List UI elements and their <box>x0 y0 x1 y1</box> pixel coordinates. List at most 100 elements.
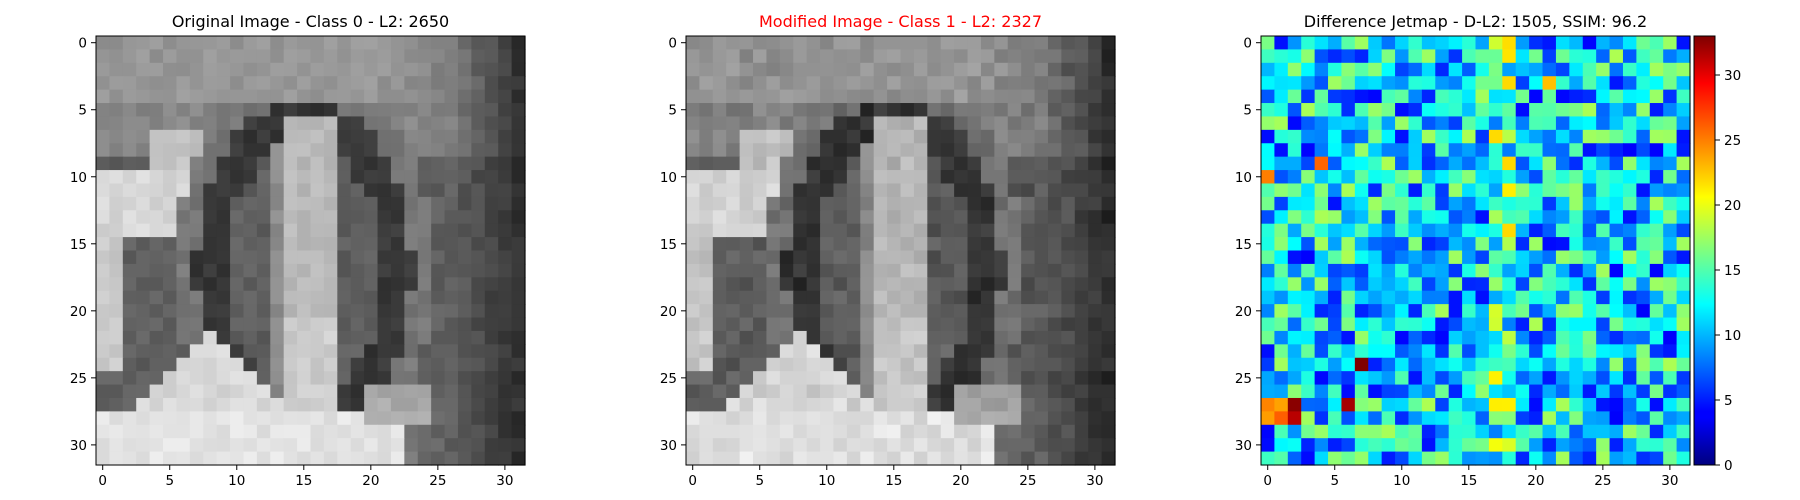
pixel-cell <box>1488 317 1503 332</box>
pixel-cell <box>1596 183 1611 198</box>
pixel-cell <box>377 129 392 144</box>
pixel-cell <box>994 170 1009 185</box>
pixel-cell <box>203 263 218 278</box>
pixel-cell <box>417 170 432 185</box>
pixel-cell <box>1636 103 1651 118</box>
pixel-cell <box>1582 411 1597 426</box>
pixel-cell <box>1421 116 1436 131</box>
pixel-cell <box>230 277 245 292</box>
pixel-cell <box>1663 250 1678 265</box>
pixel-cell <box>337 277 352 292</box>
pixel-cell <box>1596 330 1611 345</box>
pixel-cell <box>980 116 995 131</box>
pixel-cell <box>1569 397 1584 412</box>
pixel-cell <box>900 451 915 466</box>
pixel-cell <box>1074 344 1089 359</box>
pixel-cell <box>1421 103 1436 118</box>
pixel-cell <box>806 357 821 372</box>
pixel-cell <box>1448 196 1463 211</box>
pixel-cell <box>1074 263 1089 278</box>
pixel-cell <box>1596 250 1611 265</box>
pixel-cell <box>1421 183 1436 198</box>
pixel-cell <box>1582 304 1597 319</box>
pixel-cell <box>1034 210 1049 225</box>
pixel-cell <box>1101 89 1116 104</box>
pixel-cell <box>1421 451 1436 466</box>
pixel-cell <box>873 397 888 412</box>
pixel-cell <box>1381 223 1396 238</box>
pixel-cell <box>940 143 955 158</box>
pixel-cell <box>1502 143 1517 158</box>
pixel-cell <box>1555 62 1570 77</box>
pixel-cell <box>471 49 486 64</box>
pixel-cell <box>310 397 325 412</box>
pixel-cell <box>149 143 164 158</box>
pixel-cell <box>1021 397 1036 412</box>
pixel-cell <box>1354 424 1369 439</box>
pixel-cell <box>444 451 459 466</box>
pixel-cell <box>136 344 151 359</box>
pixel-cell <box>96 438 111 453</box>
pixel-cell <box>1314 89 1329 104</box>
pixel-cell <box>431 357 446 372</box>
pixel-cell <box>1287 49 1302 64</box>
pixel-cell <box>1569 116 1584 131</box>
pixel-cell <box>1007 317 1022 332</box>
pixel-cell <box>256 36 271 51</box>
pixel-cell <box>417 438 432 453</box>
pixel-cell <box>1502 170 1517 185</box>
pixel-cell <box>1088 371 1103 386</box>
pixel-cell <box>913 183 928 198</box>
pixel-cell <box>980 223 995 238</box>
pixel-cell <box>122 170 137 185</box>
pixel-cell <box>122 304 137 319</box>
pixel-cell <box>310 384 325 399</box>
pixel-cell <box>1475 116 1490 131</box>
pixel-cell <box>1502 263 1517 278</box>
pixel-cell <box>1515 62 1530 77</box>
pixel-cell <box>820 263 835 278</box>
pixel-cell <box>96 290 111 305</box>
pixel-cell <box>270 290 285 305</box>
pixel-cell <box>1488 411 1503 426</box>
pixel-cell <box>980 357 995 372</box>
pixel-cell <box>1448 330 1463 345</box>
pixel-cell <box>1101 411 1116 426</box>
pixel-cell <box>887 357 902 372</box>
pixel-cell <box>1609 357 1624 372</box>
pixel-cell <box>1301 143 1316 158</box>
pixel-cell <box>498 129 513 144</box>
pixel-cell <box>1341 170 1356 185</box>
pixel-cell <box>1515 223 1530 238</box>
pixel-cell <box>846 36 861 51</box>
pixel-cell <box>444 196 459 211</box>
pixel-cell <box>1488 143 1503 158</box>
pixel-cell <box>1649 277 1664 292</box>
pixel-cell <box>1047 357 1062 372</box>
pixel-cell <box>873 196 888 211</box>
pixel-cell <box>1395 411 1410 426</box>
pixel-cell <box>1047 438 1062 453</box>
pixel-cell <box>913 411 928 426</box>
pixel-cell <box>1676 424 1691 439</box>
pixel-cell <box>1328 183 1343 198</box>
pixel-cell <box>471 263 486 278</box>
pixel-cell <box>1301 250 1316 265</box>
pixel-cell <box>457 344 472 359</box>
pixel-cell <box>511 424 526 439</box>
pixel-cell <box>1555 357 1570 372</box>
pixel-cell <box>377 89 392 104</box>
pixel-cell <box>297 129 312 144</box>
pixel-cell <box>1007 451 1022 466</box>
pixel-cell <box>270 250 285 265</box>
pixel-cell <box>1408 103 1423 118</box>
pixel-cell <box>1676 156 1691 171</box>
pixel-cell <box>753 62 768 77</box>
pixel-cell <box>297 170 312 185</box>
pixel-cell <box>1609 317 1624 332</box>
pixel-cell <box>498 371 513 386</box>
pixel-cell <box>766 330 781 345</box>
pixel-cell <box>1435 223 1450 238</box>
pixel-cell <box>1021 237 1036 252</box>
pixel-cell <box>1101 290 1116 305</box>
